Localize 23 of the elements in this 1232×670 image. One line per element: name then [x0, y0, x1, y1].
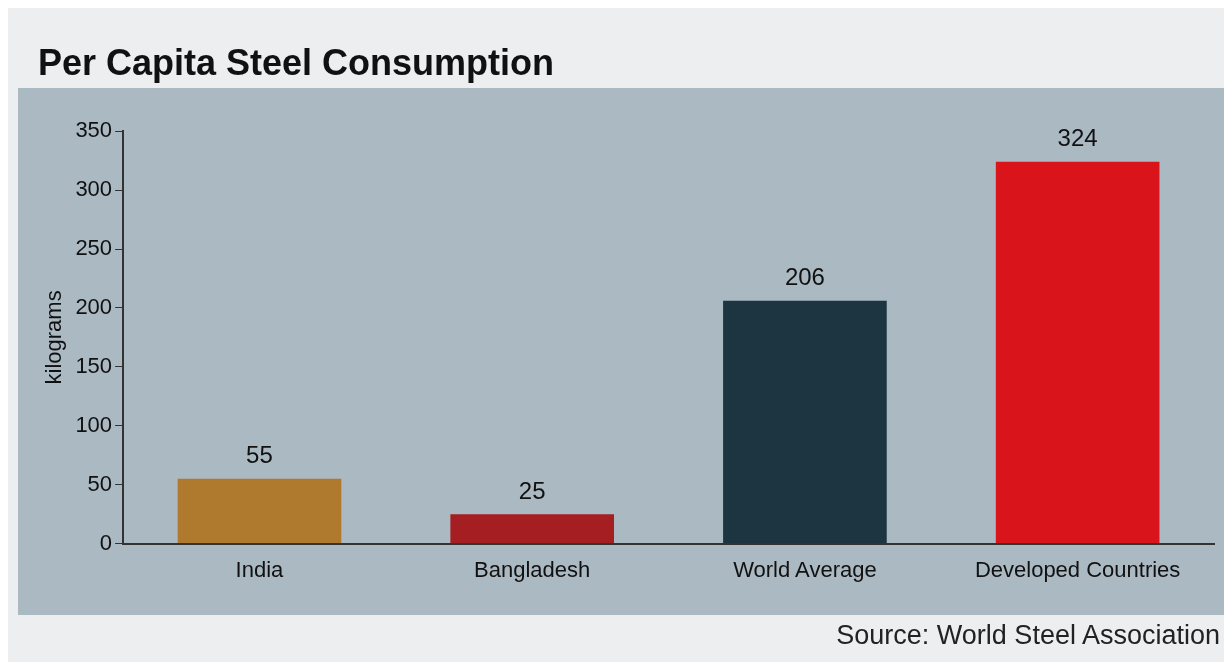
bar: [723, 300, 887, 544]
source-note: Source: World Steel Association: [836, 620, 1220, 651]
x-tick-label: Bangladesh: [474, 556, 591, 582]
data-label: 55: [246, 441, 273, 469]
y-tick-label: 150: [75, 352, 113, 378]
y-tick-label: 0: [99, 529, 113, 555]
y-tick-label: 350: [75, 117, 113, 143]
x-tick-label: Developed Countries: [974, 556, 1181, 582]
y-tick-label: 50: [87, 470, 113, 496]
data-label: 25: [518, 476, 546, 504]
y-tick-label: 250: [75, 235, 113, 261]
y-tick-label: 300: [75, 176, 113, 202]
x-tick-label: India: [235, 556, 285, 582]
bar: [450, 514, 615, 544]
y-tick-label: 100: [75, 411, 113, 437]
y-tick-label: 200: [75, 294, 113, 320]
data-label: 324: [1057, 124, 1098, 152]
chart-title: Per Capita Steel Consumption: [38, 41, 555, 83]
bar: [177, 478, 342, 544]
x-tick-label: World Average: [733, 556, 877, 582]
data-label: 206: [784, 263, 825, 291]
y-axis-title: kilograms: [41, 290, 67, 385]
bar: [995, 161, 1160, 544]
